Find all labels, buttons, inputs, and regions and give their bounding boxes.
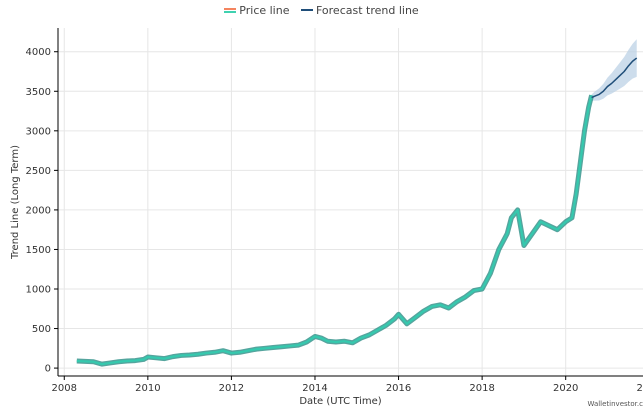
y-tick-label: 4000	[26, 47, 51, 58]
y-axis-title: Trend Line (Long Term)	[10, 145, 21, 260]
price-line	[76, 94, 593, 366]
x-tick-label: 2010	[135, 383, 160, 394]
x-tick-label: 2016	[386, 383, 411, 394]
legend-forecast-label: Forecast trend line	[315, 4, 419, 17]
x-tick-label: 2012	[219, 383, 244, 394]
chart-legend: Price line Forecast trend line	[0, 4, 643, 17]
x-tick-label: 2020	[553, 383, 578, 394]
forecast-confidence-band	[591, 39, 637, 101]
y-tick-label: 2500	[26, 166, 51, 177]
x-axis-title: Date (UTC Time)	[299, 396, 381, 407]
legend-item-forecast[interactable]: Forecast trend line	[300, 4, 419, 17]
x-tick-label: 2014	[302, 383, 327, 394]
y-tick-label: 1000	[26, 285, 51, 296]
y-tick-label: 3000	[26, 126, 51, 137]
forecast-line	[591, 57, 638, 99]
y-tick-label: 0	[45, 364, 51, 375]
price-line-swatch-icon	[224, 7, 237, 13]
y-tick-label: 3500	[26, 87, 51, 98]
y-tick-label: 500	[32, 324, 51, 335]
y-tick-label: 2000	[26, 205, 51, 216]
x-tick-label: 2008	[52, 383, 77, 394]
plot-area	[58, 28, 643, 376]
legend-price-label: Price line	[239, 4, 290, 17]
watermark-text: Walletinvestor.c	[587, 400, 643, 408]
forecast-line-swatch-icon	[300, 9, 313, 11]
y-tick-label: 1500	[26, 245, 51, 256]
legend-item-price[interactable]: Price line	[224, 4, 289, 17]
x-tick-label: 2018	[469, 383, 494, 394]
x-tick-label: 2022	[637, 383, 643, 394]
